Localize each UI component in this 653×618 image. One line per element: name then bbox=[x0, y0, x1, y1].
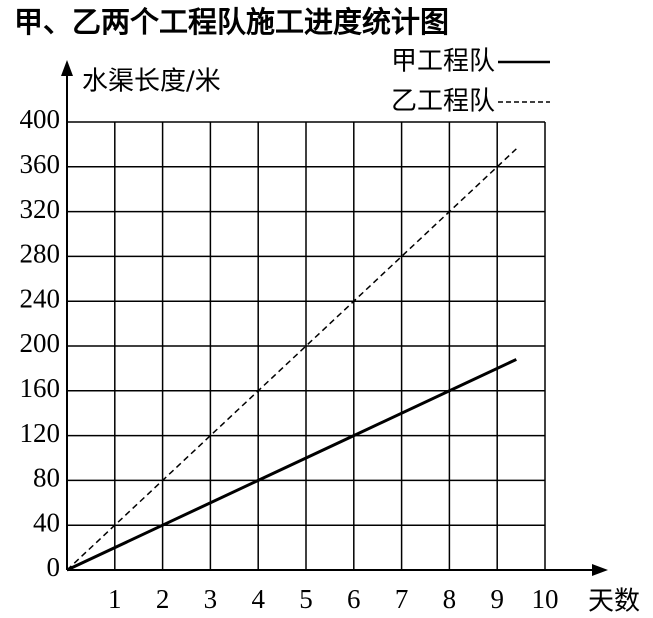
y-tick-label: 160 bbox=[20, 373, 61, 403]
x-tick-label: 1 bbox=[108, 584, 122, 614]
y-tick-label: 80 bbox=[33, 463, 60, 493]
x-axis-label: 天数 bbox=[588, 587, 640, 617]
y-tick-label: 320 bbox=[20, 194, 61, 224]
x-tick-label: 8 bbox=[443, 584, 457, 614]
x-tick-label: 5 bbox=[299, 584, 313, 614]
x-axis-arrow bbox=[592, 564, 608, 576]
y-tick-label: 120 bbox=[20, 418, 61, 448]
legend-label: 乙工程队 bbox=[391, 87, 495, 117]
y-axis-label: 水渠长度/米 bbox=[82, 67, 221, 97]
y-tick-label: 280 bbox=[20, 239, 61, 269]
y-tick-label: 40 bbox=[33, 507, 60, 537]
data-line bbox=[66, 148, 517, 571]
x-tick-label: 10 bbox=[532, 584, 559, 614]
y-tick-label: 0 bbox=[47, 552, 61, 582]
data-line bbox=[66, 358, 517, 572]
x-tick-label: 2 bbox=[156, 584, 170, 614]
y-tick-label: 360 bbox=[20, 149, 61, 179]
y-tick-label: 400 bbox=[20, 104, 61, 134]
y-tick-label: 240 bbox=[20, 283, 61, 313]
x-tick-label: 6 bbox=[347, 584, 361, 614]
x-tick-label: 4 bbox=[251, 584, 265, 614]
x-tick-label: 9 bbox=[490, 584, 504, 614]
y-axis-arrow bbox=[61, 60, 73, 76]
legend-label: 甲工程队 bbox=[391, 47, 495, 77]
y-tick-label: 200 bbox=[20, 328, 61, 358]
x-tick-label: 3 bbox=[204, 584, 218, 614]
chart-title: 甲、乙两个工程队施工进度统计图 bbox=[14, 5, 449, 39]
x-tick-label: 7 bbox=[395, 584, 409, 614]
